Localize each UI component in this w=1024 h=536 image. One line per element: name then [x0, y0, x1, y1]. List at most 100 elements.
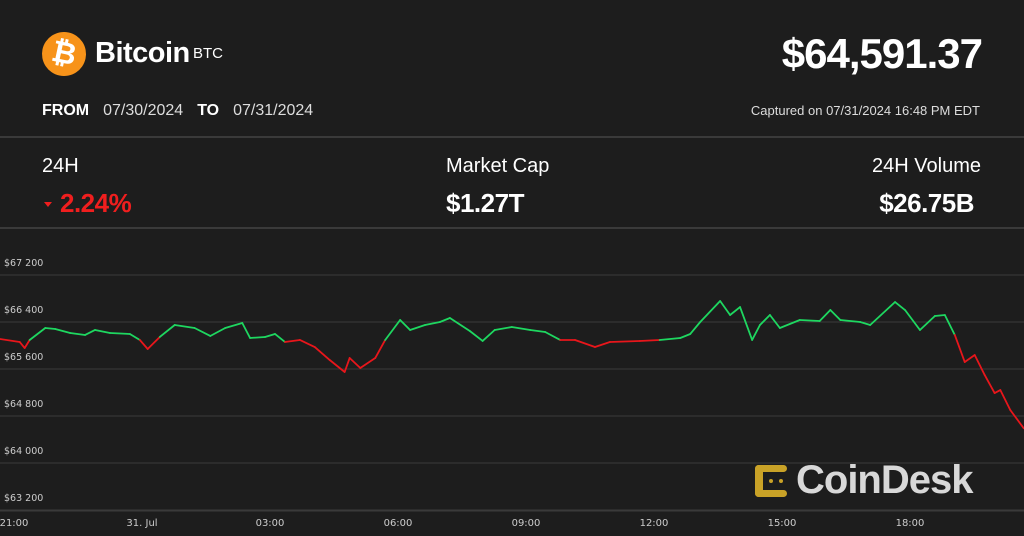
stat-24h-change: 2.24% [42, 188, 132, 219]
price-segment-up [529, 329, 547, 333]
stat-volume-label: 24H Volume [872, 155, 981, 177]
price-segment-up [109, 332, 131, 335]
price-segment-up [943, 314, 956, 336]
price-segment-up [249, 336, 266, 339]
price-segment-up [904, 309, 921, 331]
caret-down-icon [44, 201, 52, 207]
price-segment-down [953, 334, 966, 363]
price-segment-down [298, 339, 316, 348]
current-price: $64,591.37 [781, 30, 983, 77]
price-segment-down [374, 339, 387, 359]
price-segment-up [449, 317, 471, 332]
price-segment-down [0, 338, 21, 343]
price-segment-down [993, 389, 1002, 394]
price-segment-up [739, 306, 754, 341]
y-tick-label: $66 400 [4, 305, 44, 316]
x-tick-label: 18:00 [895, 518, 925, 529]
price-segment-up [658, 337, 682, 341]
price-segment-down [18, 341, 26, 349]
price-segment-up [729, 306, 741, 316]
price-segment-up [869, 301, 896, 326]
date-range: FROM 07/30/2024 TO 07/31/2024 [42, 102, 327, 120]
price-segment-down [359, 357, 377, 369]
price-segment-up [399, 319, 411, 331]
y-tick-label: $64 000 [4, 446, 44, 457]
price-segment-up [933, 314, 946, 317]
stat-market-cap-value: $1.27T [446, 188, 524, 218]
x-tick-label: 12:00 [639, 518, 669, 529]
price-segment-up [679, 333, 692, 339]
to-label: TO [197, 102, 220, 119]
price-segment-up [44, 327, 57, 330]
price-segment-up [241, 322, 251, 339]
y-tick-label: $64 800 [4, 399, 44, 410]
price-segment-down [609, 340, 641, 343]
price-segment-down [313, 346, 331, 361]
coindesk-watermark: CoinDesk [752, 458, 973, 503]
price-segment-down [999, 389, 1012, 411]
price-segment-up [424, 321, 441, 326]
price-segment-up [69, 332, 87, 336]
price-segment-up [158, 324, 176, 338]
price-segment-up [544, 331, 562, 341]
price-segment-up [493, 326, 513, 331]
coin-symbol: BTC [193, 45, 223, 62]
price-segment-down [1009, 409, 1024, 430]
price-segment-up [274, 333, 286, 343]
price-segment-down [328, 359, 346, 373]
x-tick-label: 21:00 [0, 518, 29, 529]
price-segment-up [699, 300, 722, 323]
x-tick-label: 31. Jul [126, 518, 158, 529]
x-tick-label: 03:00 [255, 518, 285, 529]
price-segment-down [594, 341, 611, 348]
price-segment-down [963, 354, 976, 363]
price-segment-up [759, 314, 771, 326]
price-segment-up [209, 327, 227, 337]
price-segment-down [638, 339, 661, 342]
from-date: 07/30/2024 [103, 102, 184, 119]
price-segment-up [894, 301, 906, 311]
price-segment-up [94, 329, 111, 334]
price-segment-up [510, 326, 532, 331]
price-segment-up [769, 314, 781, 329]
price-segment-up [264, 333, 276, 338]
divider [0, 227, 1024, 229]
stat-market-cap-label: Market Cap [446, 155, 550, 177]
price-segment-up [839, 319, 862, 323]
price-segment-up [28, 327, 47, 341]
price-segment-up [798, 319, 821, 322]
to-date: 07/31/2024 [233, 102, 314, 119]
stat-volume-value: $26.75B [879, 188, 974, 218]
coindesk-wordmark: CoinDesk [796, 458, 973, 502]
stat-24h-value: 2.24% [60, 188, 132, 218]
price-segment-up [751, 324, 761, 341]
price-segment-down [983, 374, 996, 394]
price-segment-up [859, 321, 872, 326]
price-segment-up [384, 319, 402, 341]
price-segment-up [54, 328, 72, 334]
price-segment-up [129, 333, 141, 341]
price-segment-up [439, 317, 451, 323]
captured-timestamp: Captured on 07/31/2024 16:48 PM EDT [750, 103, 980, 118]
price-segment-down [343, 357, 351, 373]
coindesk-logo-icon [755, 464, 787, 497]
y-tick-label: $67 200 [4, 258, 44, 269]
price-segment-up [84, 329, 96, 336]
price-segment-down [348, 357, 362, 369]
y-tick-label: $63 200 [4, 493, 44, 504]
coin-name: Bitcoin [95, 37, 190, 69]
price-segment-down [284, 339, 301, 343]
divider [0, 136, 1024, 138]
price-segment-up [919, 315, 936, 331]
price-segment-down [973, 354, 986, 376]
stat-24h-label: 24H [42, 155, 79, 177]
price-segment-up [719, 300, 731, 316]
x-tick-label: 09:00 [511, 518, 541, 529]
price-segment-up [818, 309, 832, 322]
price-segment-down [138, 339, 149, 350]
price-segment-up [468, 330, 484, 342]
price-segment-up [409, 324, 426, 331]
price-segment-up [829, 309, 842, 321]
price-segment-down [23, 339, 31, 349]
price-segment-up [173, 324, 196, 329]
